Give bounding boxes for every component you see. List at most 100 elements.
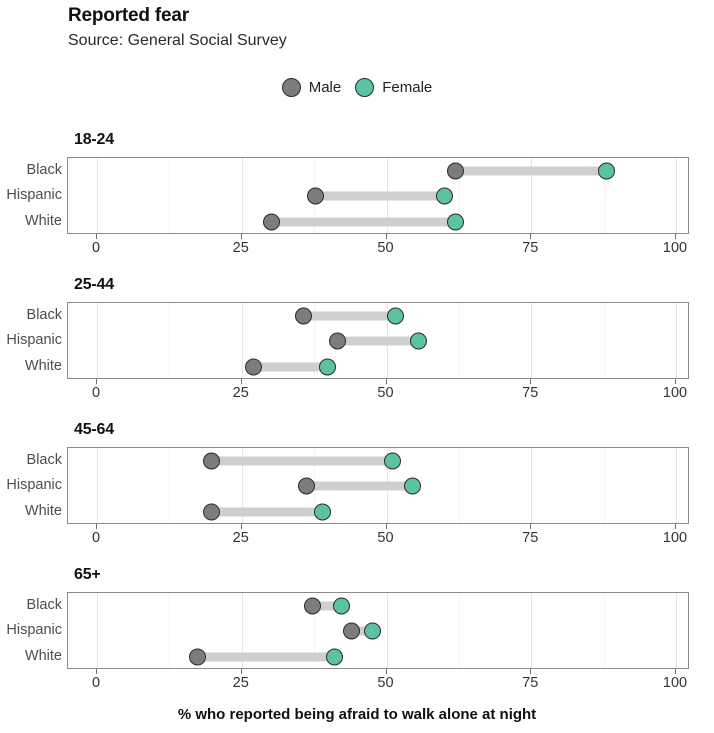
data-point-male[interactable]	[343, 622, 361, 640]
x-axis-tick-mark	[385, 234, 387, 239]
data-row	[68, 329, 688, 355]
data-point-female[interactable]	[386, 307, 404, 325]
connector-segment	[351, 626, 372, 636]
gridline	[241, 593, 243, 668]
data-row	[68, 354, 688, 380]
data-point-female[interactable]	[318, 358, 336, 376]
x-axis-tick-label: 50	[377, 530, 394, 546]
gridline	[97, 593, 98, 668]
y-axis-tick-label: White	[0, 353, 62, 379]
gridline-minor	[314, 303, 316, 378]
connector-segment	[337, 336, 419, 346]
facet-label: 18-24	[74, 131, 114, 148]
x-axis-tick-mark	[530, 234, 532, 239]
facet-panel: 25-44 Black Hispanic White 0 25 50 75 100	[0, 276, 714, 404]
connector-segment	[315, 191, 445, 201]
y-axis-tick-text: Hispanic	[6, 622, 62, 639]
y-axis-tick-text: White	[24, 647, 62, 664]
gridline	[676, 158, 677, 233]
y-axis-tick-text: Black	[26, 161, 62, 178]
facet-label: 25-44	[74, 276, 114, 293]
x-axis-tick-label: 50	[377, 240, 394, 256]
x-axis-tick-mark	[96, 234, 97, 239]
gridline	[531, 158, 533, 233]
data-point-male[interactable]	[263, 213, 281, 231]
data-point-male[interactable]	[203, 503, 221, 521]
x-axis: 0 25 50 75 100	[67, 669, 689, 693]
x-axis-tick-label: 0	[91, 530, 101, 546]
data-point-male[interactable]	[244, 358, 262, 376]
data-row	[68, 303, 688, 329]
gridline	[97, 158, 98, 233]
y-axis-tick-text: White	[24, 502, 62, 519]
x-axis-tick-mark	[240, 234, 242, 239]
y-axis-tick-label: Hispanic	[0, 473, 62, 499]
data-point-male[interactable]	[298, 477, 316, 495]
data-point-female[interactable]	[383, 452, 401, 470]
y-axis-tick-label: Black	[0, 302, 62, 328]
gridline-minor	[603, 593, 605, 668]
gridline	[531, 448, 533, 523]
data-point-male[interactable]	[203, 452, 221, 470]
x-axis-tick-label: 50	[377, 675, 394, 691]
x-axis-tick-mark	[675, 669, 676, 674]
x-axis-tick-label: 100	[662, 240, 688, 256]
y-axis-tick-text: Hispanic	[6, 187, 62, 204]
gridline	[531, 303, 533, 378]
data-point-female[interactable]	[435, 187, 453, 205]
gridline-minor	[169, 593, 171, 668]
x-axis-tick-label: 25	[232, 530, 249, 546]
gridline-minor	[603, 303, 605, 378]
data-point-female[interactable]	[325, 648, 343, 666]
data-point-female[interactable]	[363, 622, 381, 640]
connector-segment	[303, 311, 396, 321]
data-point-male[interactable]	[328, 332, 346, 350]
data-point-male[interactable]	[307, 187, 325, 205]
x-axis-tick-label: 75	[522, 385, 539, 401]
x-axis-tick-label: 100	[662, 385, 688, 401]
y-axis-tick-label: White	[0, 498, 62, 524]
gridline-minor	[603, 158, 605, 233]
gridline	[97, 303, 98, 378]
data-point-male[interactable]	[303, 597, 321, 615]
connector-segment	[197, 652, 335, 662]
gridline-minor	[458, 303, 460, 378]
data-point-female[interactable]	[314, 503, 332, 521]
x-axis-tick-label: 100	[662, 675, 688, 691]
facet-panel: 18-24 Black Hispanic White 0 25 50 75 100	[0, 131, 714, 259]
data-point-male[interactable]	[447, 162, 465, 180]
data-point-male[interactable]	[189, 648, 207, 666]
data-point-female[interactable]	[409, 332, 427, 350]
data-point-female[interactable]	[447, 213, 465, 231]
gridline-minor	[169, 448, 171, 523]
y-axis-tick-text: White	[24, 357, 62, 374]
x-axis-tick-label: 25	[232, 675, 249, 691]
plot-area	[67, 447, 689, 524]
data-row	[68, 209, 688, 235]
chart-subtitle: Source: General Social Survey	[68, 32, 287, 49]
y-axis-tick-text: Hispanic	[6, 332, 62, 349]
data-point-female[interactable]	[598, 162, 616, 180]
gridline-minor	[169, 158, 171, 233]
y-axis-tick-label: Hispanic	[0, 618, 62, 644]
gridline-minor	[458, 448, 460, 523]
y-axis-tick-label: Black	[0, 447, 62, 473]
y-axis-tick-text: Black	[26, 306, 62, 323]
x-axis-tick-label: 100	[662, 530, 688, 546]
x-axis-tick-mark	[240, 669, 242, 674]
x-axis-tick-mark	[530, 669, 532, 674]
data-point-female[interactable]	[404, 477, 422, 495]
x-axis-tick-label: 75	[522, 675, 539, 691]
x-axis-tick-mark	[675, 524, 676, 529]
x-axis-tick-mark	[385, 379, 387, 384]
data-point-male[interactable]	[294, 307, 312, 325]
connector-segment	[455, 166, 607, 176]
x-axis-tick-label: 0	[91, 675, 101, 691]
legend-swatch-male-icon	[281, 78, 301, 97]
y-axis-tick-text: Black	[26, 451, 62, 468]
data-row	[68, 644, 688, 670]
legend-label-female: Female	[382, 79, 433, 96]
data-row	[68, 474, 688, 500]
legend-item-female: Female	[355, 78, 432, 97]
data-point-female[interactable]	[332, 597, 350, 615]
